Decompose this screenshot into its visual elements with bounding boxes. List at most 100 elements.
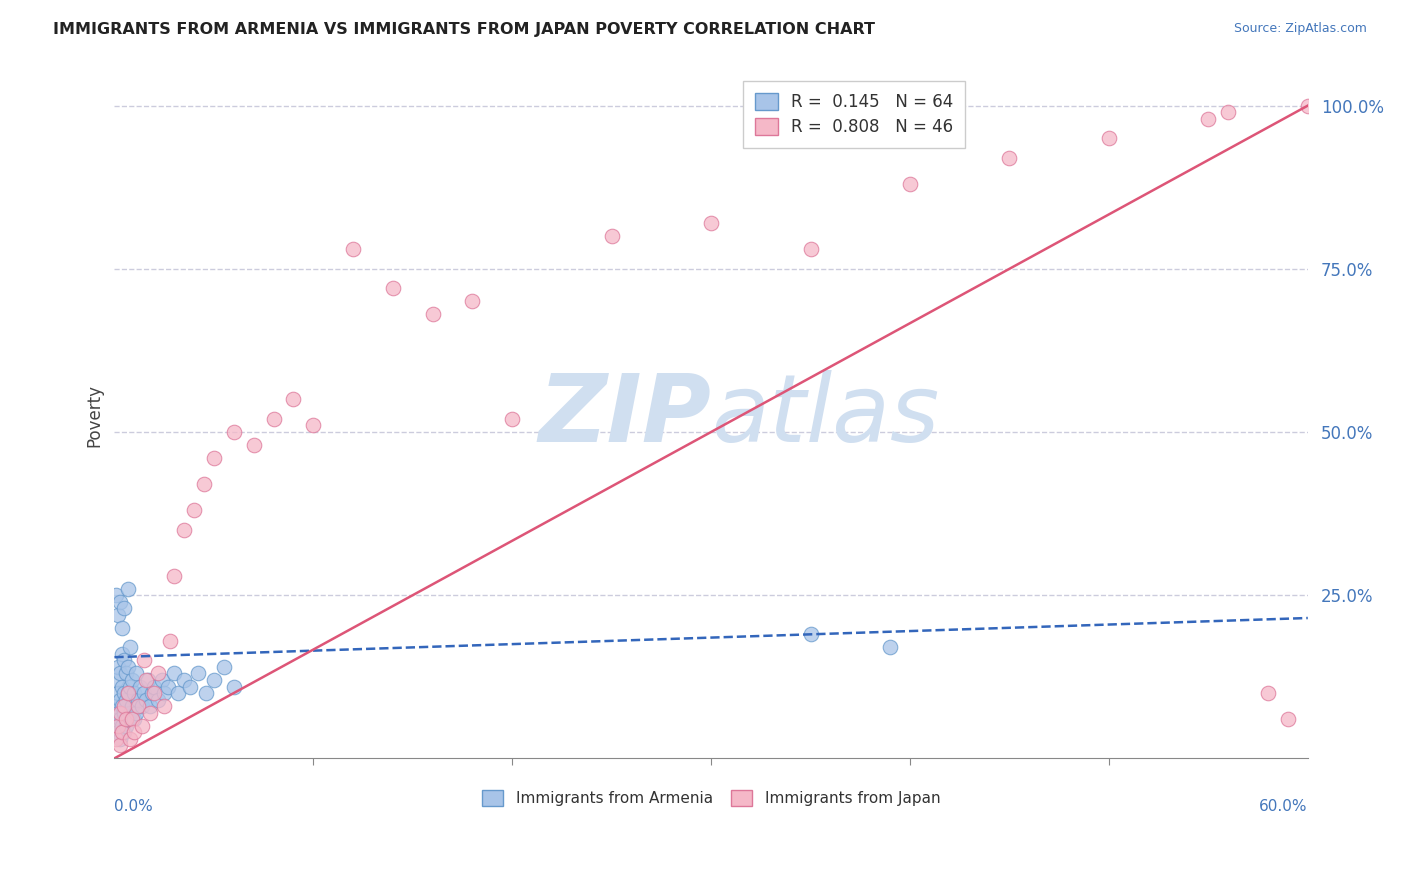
Text: IMMIGRANTS FROM ARMENIA VS IMMIGRANTS FROM JAPAN POVERTY CORRELATION CHART: IMMIGRANTS FROM ARMENIA VS IMMIGRANTS FR… <box>53 22 876 37</box>
Point <box>105 731 128 746</box>
Point <box>263 412 285 426</box>
Point <box>153 699 176 714</box>
Y-axis label: Poverty: Poverty <box>86 384 103 447</box>
Point <box>141 686 163 700</box>
Point <box>120 731 142 746</box>
Point <box>105 588 128 602</box>
Point <box>124 712 146 726</box>
Point <box>212 660 235 674</box>
Point <box>222 680 245 694</box>
Point <box>600 229 623 244</box>
Point <box>120 640 142 655</box>
Point <box>117 582 139 596</box>
Point <box>111 719 134 733</box>
Point <box>129 680 152 694</box>
Point <box>120 680 142 694</box>
Point <box>107 725 129 739</box>
Text: 60.0%: 60.0% <box>1260 799 1308 814</box>
Point <box>242 438 264 452</box>
Point <box>125 666 148 681</box>
Point <box>112 686 135 700</box>
Point <box>1277 712 1299 726</box>
Point <box>127 692 149 706</box>
Point <box>422 308 444 322</box>
Point <box>153 686 176 700</box>
Point <box>1197 112 1219 126</box>
Legend: Immigrants from Armenia, Immigrants from Japan: Immigrants from Armenia, Immigrants from… <box>475 784 946 813</box>
Point <box>135 692 157 706</box>
Point <box>799 627 821 641</box>
Point <box>700 216 723 230</box>
Point <box>799 242 821 256</box>
Point <box>115 719 138 733</box>
Point <box>134 653 156 667</box>
Point <box>163 666 186 681</box>
Point <box>107 706 129 720</box>
Point <box>124 686 146 700</box>
Point <box>131 699 153 714</box>
Point <box>110 692 132 706</box>
Point <box>110 712 132 726</box>
Point <box>107 660 129 674</box>
Point <box>127 699 149 714</box>
Point <box>112 601 135 615</box>
Point <box>381 281 404 295</box>
Point <box>187 666 209 681</box>
Point <box>117 686 139 700</box>
Point <box>879 640 901 655</box>
Point <box>159 633 181 648</box>
Point <box>1257 686 1279 700</box>
Point <box>107 686 129 700</box>
Point <box>222 425 245 439</box>
Point <box>117 712 139 726</box>
Point <box>135 673 157 687</box>
Point <box>136 673 159 687</box>
Point <box>146 666 169 681</box>
Point <box>115 712 138 726</box>
Point <box>139 706 162 720</box>
Point <box>121 712 143 726</box>
Point <box>163 568 186 582</box>
Point <box>112 653 135 667</box>
Point <box>167 686 190 700</box>
Point <box>202 673 225 687</box>
Point <box>121 673 143 687</box>
Point <box>112 699 135 714</box>
Point <box>111 647 134 661</box>
Point <box>111 699 134 714</box>
Point <box>202 451 225 466</box>
Point <box>143 686 166 700</box>
Point <box>134 686 156 700</box>
Point <box>194 686 217 700</box>
Point <box>501 412 523 426</box>
Point <box>302 418 325 433</box>
Point <box>143 680 166 694</box>
Point <box>150 673 173 687</box>
Point <box>110 739 132 753</box>
Point <box>183 503 205 517</box>
Text: 0.0%: 0.0% <box>114 799 153 814</box>
Point <box>461 294 484 309</box>
Point <box>898 177 921 191</box>
Point <box>110 731 132 746</box>
Text: ZIP: ZIP <box>538 369 711 462</box>
Point <box>107 719 129 733</box>
Point <box>131 719 153 733</box>
Point <box>1218 105 1240 120</box>
Point <box>107 607 129 622</box>
Point <box>125 706 148 720</box>
Point <box>342 242 364 256</box>
Point <box>193 477 215 491</box>
Point <box>117 686 139 700</box>
Point <box>105 673 128 687</box>
Point <box>111 725 134 739</box>
Point <box>998 151 1021 165</box>
Point <box>179 680 201 694</box>
Point <box>173 673 195 687</box>
Point <box>110 666 132 681</box>
Point <box>139 699 162 714</box>
Point <box>121 699 143 714</box>
Point <box>112 706 135 720</box>
Point <box>1098 131 1121 145</box>
Point <box>105 699 128 714</box>
